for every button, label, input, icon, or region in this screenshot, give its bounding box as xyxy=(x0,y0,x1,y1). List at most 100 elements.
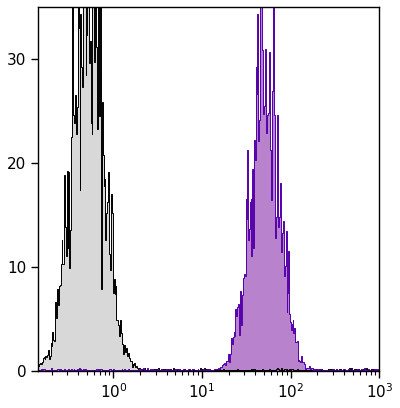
Bar xyxy=(94,62,96,370)
Bar xyxy=(264,114,265,370)
Bar xyxy=(163,369,164,370)
Bar xyxy=(265,106,266,370)
Bar xyxy=(52,346,53,370)
Bar xyxy=(376,369,377,370)
Bar xyxy=(117,320,118,370)
Bar xyxy=(285,266,286,370)
Bar xyxy=(61,264,62,370)
Bar xyxy=(272,91,273,370)
Bar xyxy=(319,369,320,370)
Bar xyxy=(103,155,104,370)
Bar xyxy=(73,115,74,370)
Bar xyxy=(113,293,114,370)
Bar xyxy=(332,369,333,370)
Bar xyxy=(150,369,151,370)
Bar xyxy=(93,0,94,370)
Bar xyxy=(363,369,364,370)
Bar xyxy=(300,361,301,370)
Bar xyxy=(66,256,67,370)
Bar xyxy=(96,47,97,370)
Bar xyxy=(344,369,345,370)
Bar xyxy=(178,369,179,370)
Bar xyxy=(193,369,194,370)
Bar xyxy=(215,369,216,370)
Bar xyxy=(203,369,204,370)
Bar xyxy=(201,368,202,370)
Bar xyxy=(365,369,366,370)
Bar xyxy=(240,293,241,370)
Bar xyxy=(122,339,123,370)
Bar xyxy=(143,368,144,370)
Bar xyxy=(49,359,50,370)
Bar xyxy=(128,356,129,370)
Bar xyxy=(223,365,224,370)
Bar xyxy=(257,94,258,370)
Bar xyxy=(141,369,142,370)
Bar xyxy=(359,369,360,370)
Bar xyxy=(242,295,243,370)
Bar xyxy=(284,369,285,370)
Bar xyxy=(96,369,97,370)
Bar xyxy=(198,369,199,370)
Bar xyxy=(41,363,42,370)
Bar xyxy=(259,141,260,370)
Bar xyxy=(125,352,126,370)
Bar xyxy=(253,369,254,370)
Bar xyxy=(91,123,92,370)
Bar xyxy=(233,337,234,370)
Bar xyxy=(58,289,59,370)
Bar xyxy=(269,111,270,370)
Bar xyxy=(307,368,308,370)
Bar xyxy=(124,369,125,370)
Bar xyxy=(194,369,195,370)
Bar xyxy=(241,291,242,370)
Bar xyxy=(226,361,227,370)
Bar xyxy=(289,251,290,370)
Bar xyxy=(109,254,110,370)
Bar xyxy=(166,369,167,370)
Bar xyxy=(274,115,275,370)
Bar xyxy=(294,333,295,370)
Bar xyxy=(123,344,124,370)
Bar xyxy=(278,369,279,370)
Bar xyxy=(63,264,64,370)
Bar xyxy=(111,270,112,370)
Bar xyxy=(317,369,318,370)
Bar xyxy=(42,362,43,370)
Bar xyxy=(59,368,60,370)
Bar xyxy=(85,0,86,370)
Bar xyxy=(167,369,168,370)
Bar xyxy=(104,186,105,370)
Bar xyxy=(68,248,69,370)
Bar xyxy=(157,369,158,370)
Bar xyxy=(282,368,283,370)
Bar xyxy=(239,335,240,370)
Bar xyxy=(287,369,288,370)
Bar xyxy=(279,217,280,370)
Bar xyxy=(139,368,140,370)
Bar xyxy=(39,366,40,370)
Bar xyxy=(170,369,171,370)
Bar xyxy=(90,41,91,370)
Bar xyxy=(237,307,238,370)
Bar xyxy=(43,357,44,370)
Bar xyxy=(305,366,306,370)
Bar xyxy=(58,369,59,370)
Bar xyxy=(224,363,226,370)
Bar xyxy=(68,369,69,370)
Bar xyxy=(121,333,122,370)
Bar xyxy=(145,368,146,370)
Bar xyxy=(74,369,75,370)
Bar xyxy=(372,369,373,370)
Bar xyxy=(374,369,375,370)
Bar xyxy=(285,369,286,370)
Bar xyxy=(253,169,254,370)
Bar xyxy=(271,150,272,370)
Bar xyxy=(361,369,362,370)
Bar xyxy=(97,129,98,370)
Bar xyxy=(205,368,206,370)
Bar xyxy=(246,199,247,370)
Bar xyxy=(59,305,60,370)
Bar xyxy=(135,363,136,370)
Bar xyxy=(309,366,310,370)
